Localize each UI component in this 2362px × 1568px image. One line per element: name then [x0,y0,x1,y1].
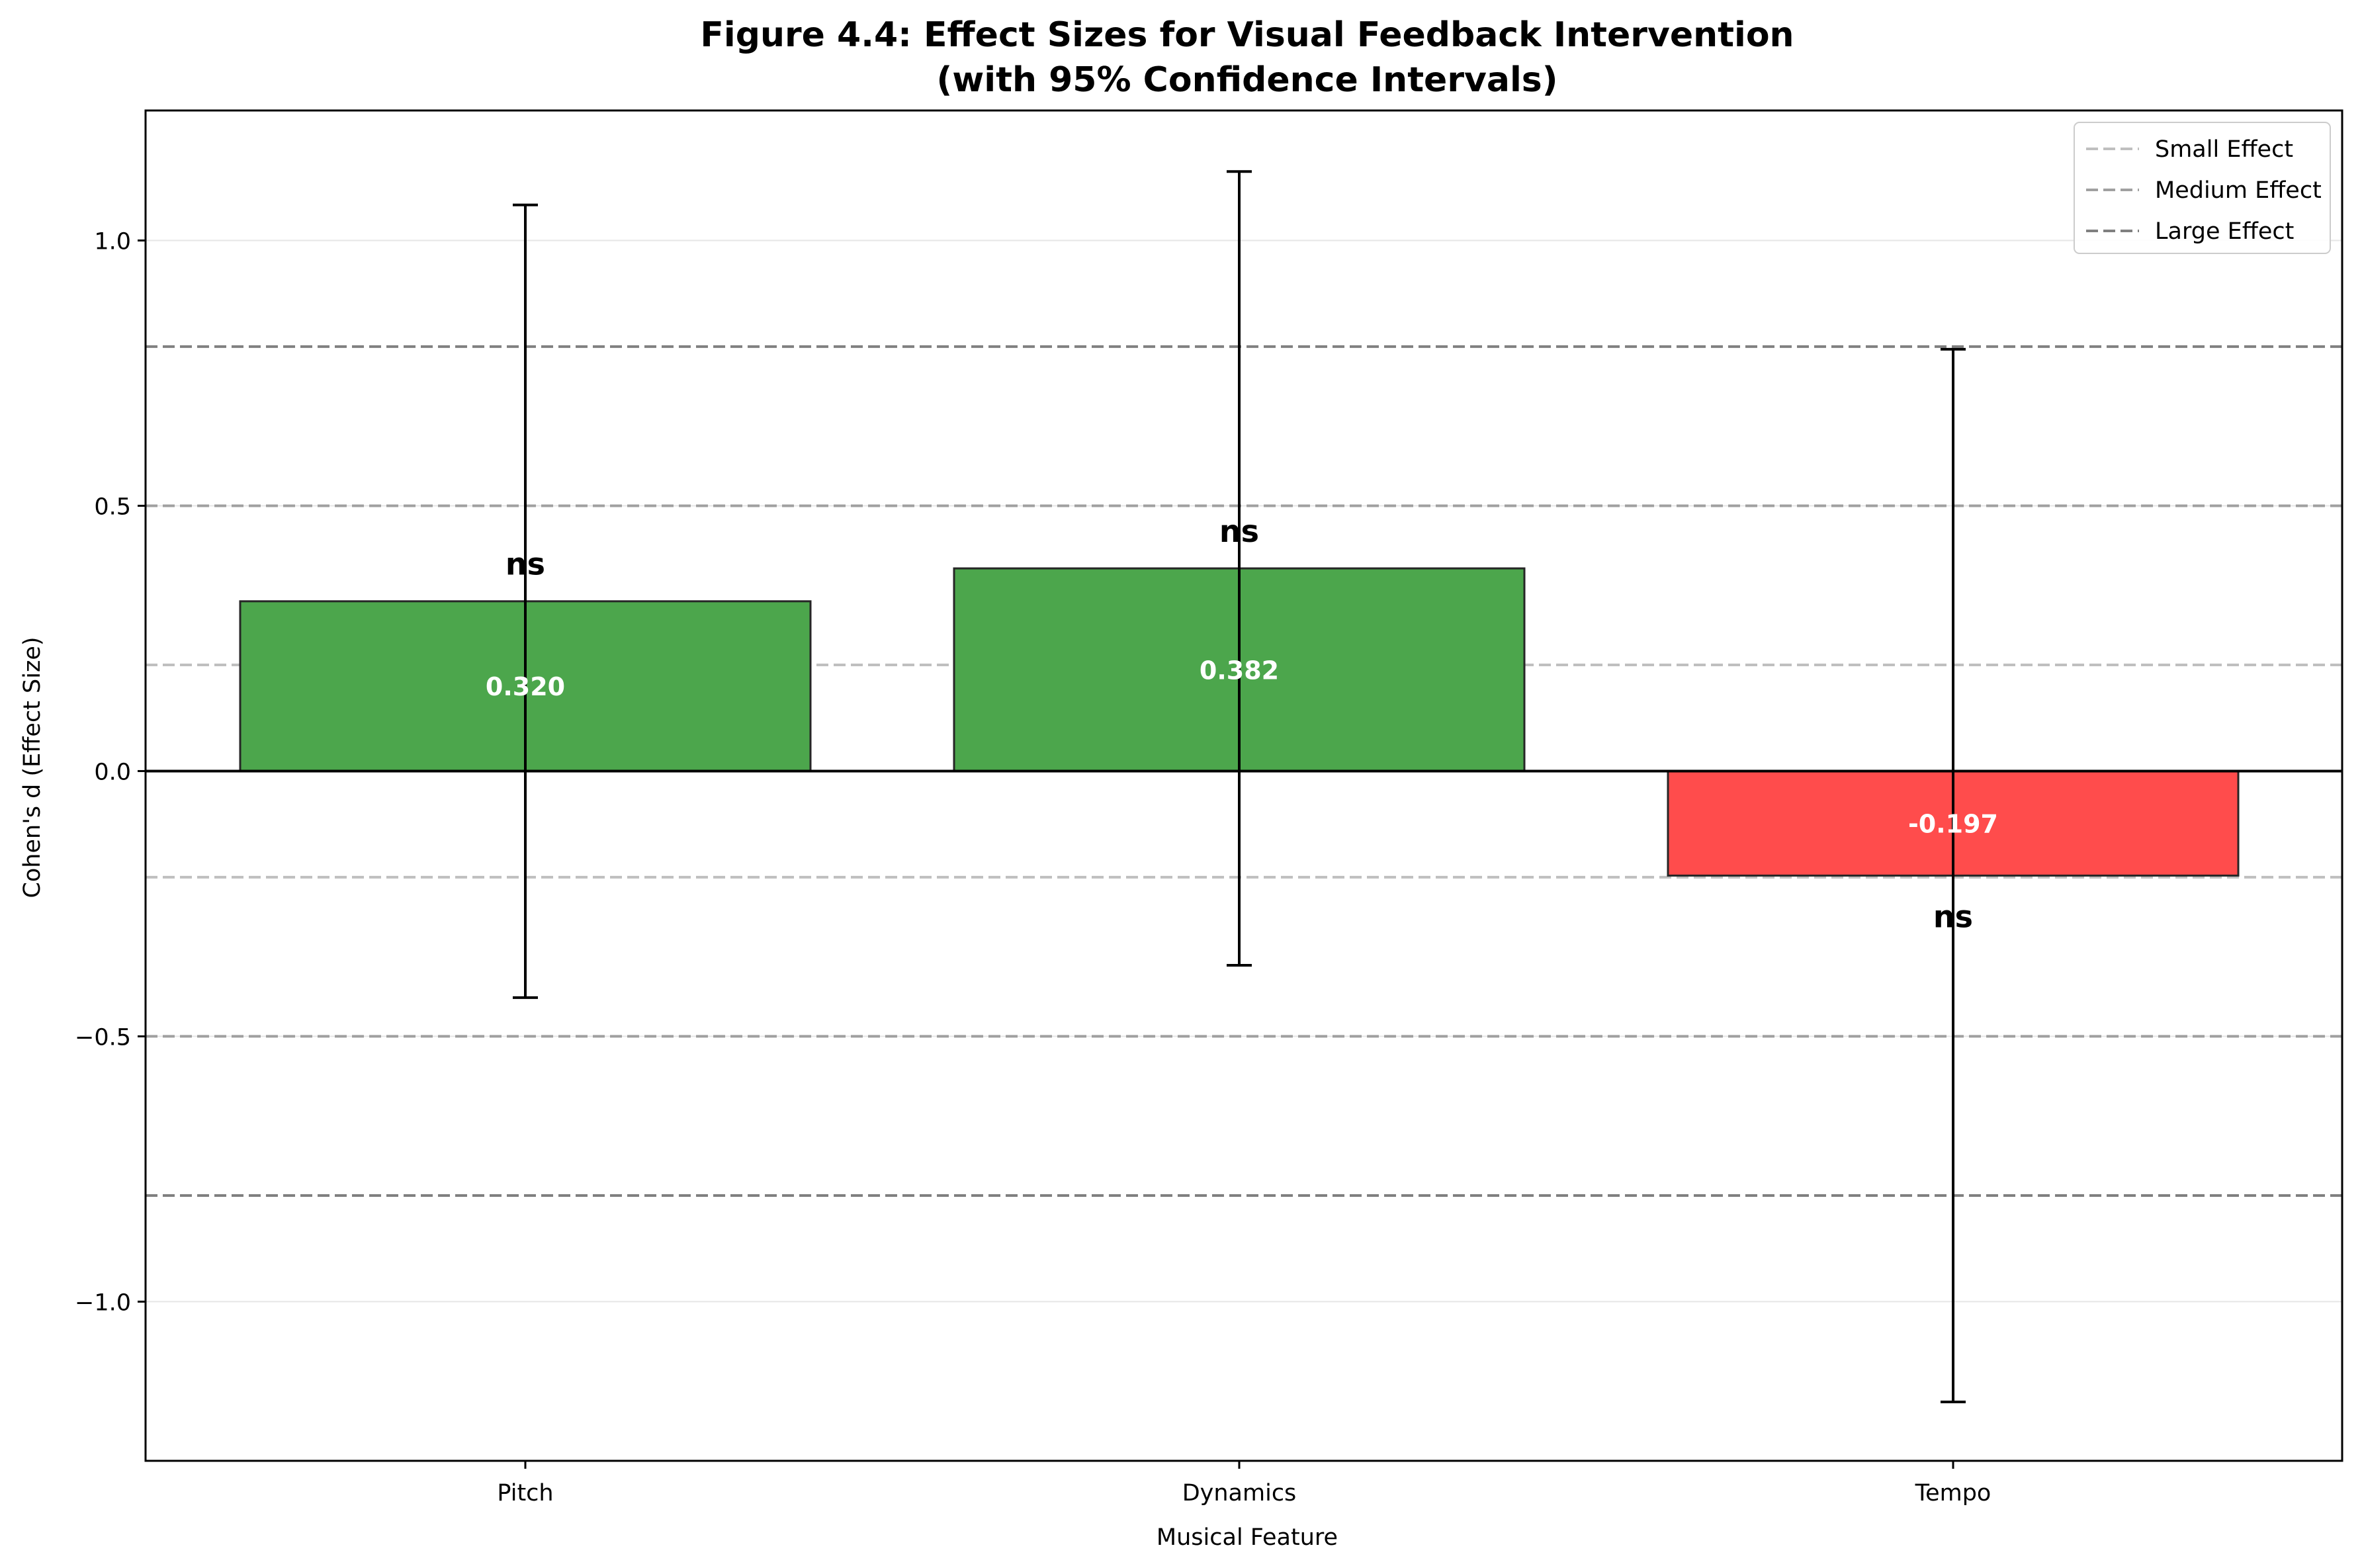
y-tick-label-0: −1.0 [75,1289,131,1316]
x-tick-label-dynamics: Dynamics [1182,1480,1297,1506]
axes: −1.0 −0.5 0.0 0.5 1.0 Pitch Dynamics Tempo [75,228,1991,1506]
legend: Small Effect Medium Effect Large Effect [2074,122,2331,254]
chart-title-line1: Figure 4.4: Effect Sizes for Visual Feed… [700,15,1794,55]
significance-label-tempo: ns [1933,899,1973,935]
y-tick-label-1: −0.5 [75,1024,131,1051]
value-label-dynamics: 0.382 [1200,656,1279,685]
y-tick-label-2: 0.0 [94,759,131,785]
legend-label-1: Medium Effect [2155,177,2322,204]
error-bars [513,170,1966,1403]
value-label-pitch: 0.320 [486,672,565,701]
reference-lines [146,345,2342,1198]
x-tick-label-tempo: Tempo [1915,1480,1991,1506]
significance-label-dynamics: ns [1219,513,1259,549]
legend-label-0: Small Effect [2155,136,2293,163]
significance-label-pitch: ns [505,546,545,582]
bar-labels: 0.320 ns 0.382 ns -0.197 ns [486,513,1998,935]
y-tick-label-4: 1.0 [94,228,131,255]
chart-title-line2: (with 95% Confidence Intervals) [937,60,1558,100]
legend-label-2: Large Effect [2155,218,2294,245]
x-tick-label-pitch: Pitch [497,1480,553,1506]
x-axis-label: Musical Feature [1157,1524,1338,1551]
y-tick-label-3: 0.5 [94,494,131,520]
legend-box [2074,122,2331,254]
value-label-tempo: -0.197 [1908,809,1998,838]
plot-frame [144,109,2343,1462]
y-axis-label: Cohen's d (Effect Size) [19,636,46,898]
